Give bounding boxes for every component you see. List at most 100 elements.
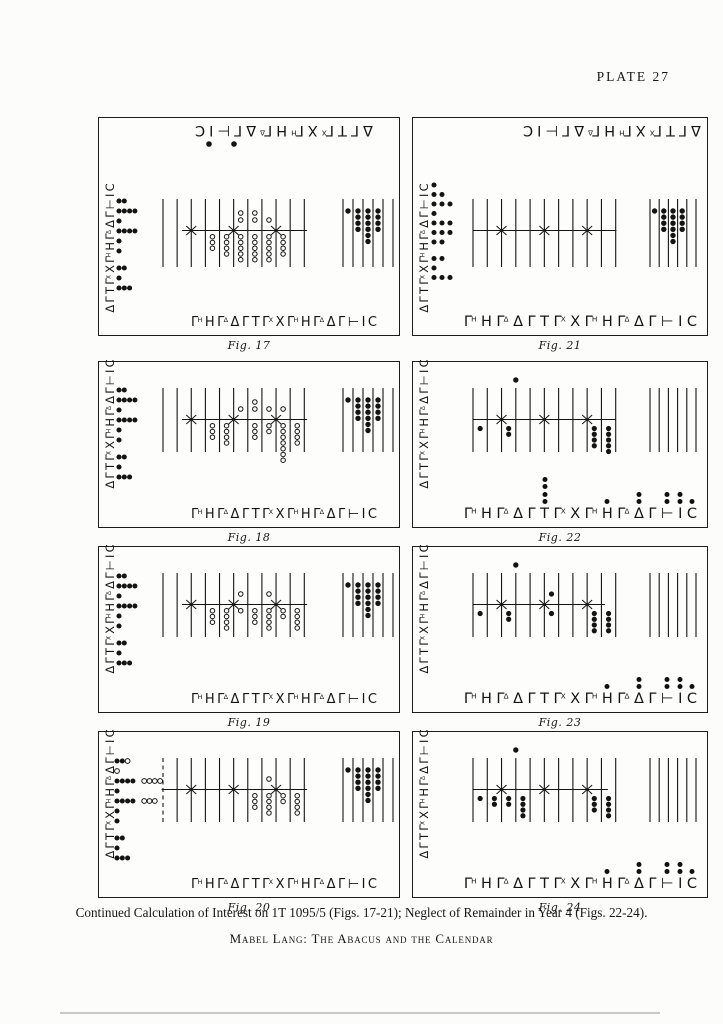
numeral-superscript: Χ bbox=[268, 316, 274, 325]
numeral-token: Δ bbox=[513, 690, 524, 707]
figure-caption: Fig. 19 bbox=[227, 716, 271, 729]
numeral-superscript: Χ bbox=[560, 506, 566, 516]
numeral-token: ΓΗ bbox=[463, 690, 477, 707]
bottom-inscription: ΓΗ Η ΓΔ Δ Γ Τ ΓΧ Χ ΓΗ Η ΓΔ Δ Γ ⊢ Ι C bbox=[464, 861, 697, 892]
numeral-token: Γ bbox=[338, 507, 346, 523]
numeral-token: Η bbox=[300, 507, 311, 523]
numeral-token: C bbox=[367, 507, 377, 523]
numeral-token: ΓΔ bbox=[496, 313, 509, 330]
abacus-drawing bbox=[116, 573, 394, 666]
scan-edge-artifact bbox=[60, 1012, 660, 1014]
figure-frame: Δ Γ Τ ΓΧ Χ ΓΗ Η ΓΔ Δ Γ ⊢ Ι C ΓΗ Η ΓΔ Δ Γ Τ ΓΧ Χ ΓΗ Η ΓΔ Δ Γ ⊢ Ι C bbox=[412, 729, 708, 898]
numeral-token: Δ bbox=[326, 507, 336, 523]
numeral-token: Δ bbox=[513, 505, 524, 522]
numeral-token: Ι bbox=[677, 676, 683, 707]
abacus-figure-17: Δ Γ Τ ΓΧ Χ ΓΗ Η ΓΔ Δ Γ ⊢ Ι C Δ Γ Τ ΓΧ Χ ΓΗ Η ΓΔ Δ Γ ⊢ Ι C ΓΗ Η ΓΔ Δ Γ Τ… bbox=[98, 117, 400, 352]
numeral-token: ΓΗ bbox=[463, 505, 477, 522]
numeral-token: Ι bbox=[678, 313, 683, 330]
numeral-token: ΓΔ bbox=[617, 505, 630, 522]
numeral-superscript: Χ bbox=[268, 878, 274, 887]
numeral-token: Γ bbox=[241, 315, 250, 331]
numeral-token: Δ bbox=[634, 861, 644, 892]
abacus-drawing bbox=[472, 377, 697, 455]
numeral-superscript: Η bbox=[293, 878, 299, 887]
abacus-figure-23: Δ Γ Τ ΓΧ Χ ΓΗ Η ΓΔ Δ Γ ⊢ Ι C ΓΗ Η ΓΔ Δ Γ Τ ΓΧ Χ ΓΗ Η ΓΔ Δ Γ ⊢ Ι C Fi… bbox=[412, 544, 708, 729]
bottom-inscription: ΓΗ Η ΓΔ Δ Γ Τ ΓΧ Χ ΓΗ Η ΓΔ Δ Γ ⊢ Ι C bbox=[191, 693, 377, 707]
numeral-token: Ι bbox=[361, 692, 366, 708]
figure-frame: Δ Γ Τ ΓΧ Χ ΓΗ Η ΓΔ Δ Γ ⊢ Ι C Δ Γ Τ ΓΧ Χ ΓΗ Η ΓΔ Δ Γ ⊢ Ι C ΓΗ Η ΓΔ Δ Γ Τ… bbox=[412, 117, 708, 336]
numeral-superscript: Δ bbox=[223, 693, 229, 702]
numeral-token: ΓΗ bbox=[190, 692, 203, 708]
counters-above-numeral bbox=[664, 861, 670, 874]
numeral-token: ΓΔ bbox=[313, 692, 325, 708]
numeral-token: Η bbox=[300, 315, 311, 331]
numeral-token: ΓΔ bbox=[617, 313, 630, 330]
numeral-token: ΓΗ bbox=[190, 507, 203, 523]
abacus-drawing bbox=[472, 747, 697, 822]
numeral-token: ⊢ bbox=[347, 877, 360, 893]
numeral-token: Γ bbox=[527, 690, 536, 707]
numeral-token: Γ bbox=[241, 507, 250, 523]
numeral-superscript: Η bbox=[293, 508, 299, 517]
numeral-superscript: Η bbox=[591, 314, 598, 324]
numeral-token: ΓΔ bbox=[617, 690, 630, 707]
numeral-token: ΓΔ bbox=[217, 507, 229, 523]
numeral-superscript: Δ bbox=[503, 691, 509, 701]
figure-frame: Δ Γ Τ ΓΧ Χ ΓΗ Η ΓΔ Δ Γ ⊢ Ι C ΓΗ Η ΓΔ Δ Γ Τ ΓΧ Χ ΓΗ Η ΓΔ Δ Γ ⊢ Ι C bbox=[98, 729, 400, 898]
numeral-token: ΓΧ bbox=[262, 692, 274, 708]
figure-frame: Δ Γ Τ ΓΧ Χ ΓΗ Η ΓΔ Δ Γ ⊢ Ι C ΓΗ Η ΓΔ Δ Γ Τ ΓΧ Χ ΓΗ Η ΓΔ Δ Γ ⊢ Ι C bbox=[98, 359, 400, 528]
numeral-token: ΓΧ bbox=[553, 313, 566, 330]
numeral-token: Ι bbox=[361, 315, 366, 331]
numeral-superscript: Η bbox=[293, 693, 299, 702]
numeral-token: C bbox=[367, 692, 377, 708]
numeral-token: ΓΗ bbox=[287, 507, 299, 523]
numeral-token: Γ bbox=[648, 690, 657, 707]
figure-frame: Δ Γ Τ ΓΧ Χ ΓΗ Η ΓΔ Δ Γ ⊢ Ι C ΓΗ Η ΓΔ Δ Γ Τ ΓΧ Χ ΓΗ Η ΓΔ Δ Γ ⊢ Ι C bbox=[412, 359, 708, 528]
numeral-token: Δ bbox=[633, 313, 644, 330]
numeral-superscript: Η bbox=[471, 506, 477, 516]
numeral-superscript: Χ bbox=[268, 693, 274, 702]
numeral-token: ⊢ bbox=[660, 313, 674, 330]
numeral-superscript: Η bbox=[471, 691, 477, 701]
counters-above-numeral bbox=[689, 498, 695, 504]
abacus-figure-22: Δ Γ Τ ΓΧ Χ ΓΗ Η ΓΔ Δ Γ ⊢ Ι C ΓΗ Η ΓΔ Δ Γ Τ ΓΧ Χ ΓΗ Η ΓΔ Δ Γ ⊢ Ι C Fi… bbox=[412, 359, 708, 544]
numeral-token: ΓΧ bbox=[262, 315, 274, 331]
numeral-token: ΓΗ bbox=[190, 877, 203, 893]
numeral-superscript: Χ bbox=[268, 508, 274, 517]
numeral-token: Γ bbox=[338, 692, 346, 708]
numeral-token: ΓΗ bbox=[287, 692, 299, 708]
numeral-token: Γ bbox=[527, 875, 536, 892]
numeral-superscript: Δ bbox=[319, 693, 325, 702]
numeral-token: ΓΧ bbox=[262, 507, 274, 523]
numeral-token: Ι bbox=[677, 861, 683, 892]
numeral-token: ΓΔ bbox=[313, 507, 325, 523]
numeral-token: ΓΔ bbox=[496, 690, 509, 707]
numeral-token: C bbox=[686, 313, 697, 330]
numeral-token: Η bbox=[300, 692, 311, 708]
numeral-token: ΓΧ bbox=[553, 505, 566, 522]
abacus-drawing bbox=[472, 562, 697, 637]
numeral-token: Τ bbox=[251, 692, 260, 708]
figure-frame: Δ Γ Τ ΓΧ Χ ΓΗ Η ΓΔ Δ Γ ⊢ Ι C Δ Γ Τ ΓΧ Χ ΓΗ Η ΓΔ Δ Γ ⊢ Ι C ΓΗ Η ΓΔ Δ Γ Τ… bbox=[98, 117, 400, 336]
numeral-token: Γ bbox=[241, 692, 250, 708]
figure-caption: Fig. 18 bbox=[227, 531, 271, 544]
numeral-token: ΓΧ bbox=[262, 877, 274, 893]
numeral-superscript: Δ bbox=[624, 876, 630, 886]
numeral-token: Χ bbox=[275, 507, 285, 523]
counters-above-numeral bbox=[604, 683, 610, 689]
numeral-token: Η bbox=[602, 683, 613, 707]
numeral-token: ΓΧ bbox=[553, 875, 566, 892]
figure-caption: Fig. 22 bbox=[538, 531, 582, 544]
numeral-token: Η bbox=[204, 315, 215, 331]
numeral-token: Δ bbox=[326, 692, 336, 708]
numeral-superscript: Χ bbox=[560, 314, 566, 324]
numeral-token: Η bbox=[481, 505, 492, 522]
numeral-superscript: Η bbox=[197, 316, 203, 325]
numeral-token: Γ bbox=[648, 505, 657, 522]
numeral-superscript: Η bbox=[197, 878, 203, 887]
numeral-token: ΓΗ bbox=[584, 875, 598, 892]
numeral-token: C bbox=[367, 315, 377, 331]
numeral-token: Ι bbox=[361, 877, 366, 893]
abacus-drawing bbox=[116, 141, 394, 291]
numeral-token: C bbox=[687, 868, 697, 892]
